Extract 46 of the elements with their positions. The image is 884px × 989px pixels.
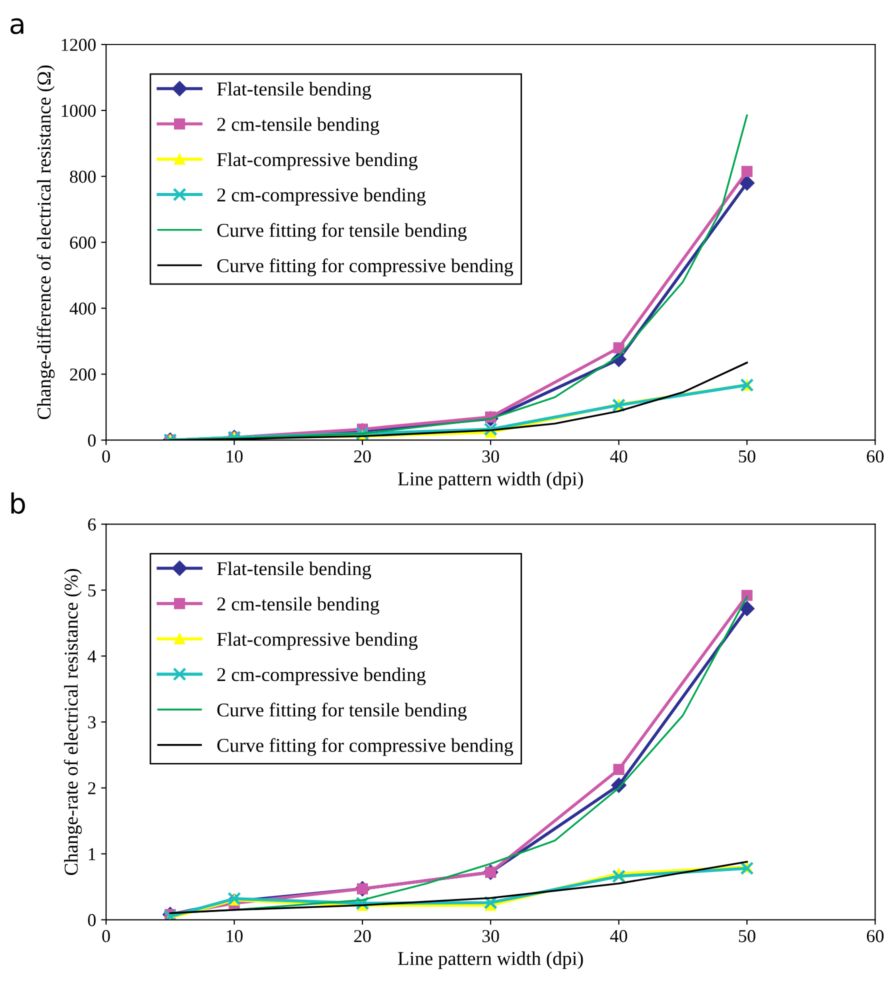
x-tick-label: 30 bbox=[482, 930, 499, 942]
y-tick-label: 800 bbox=[70, 170, 96, 183]
legend-label: 2 cm-compressive bending bbox=[217, 667, 426, 686]
y-tick-label: 0 bbox=[88, 914, 96, 926]
x-tick-label: 0 bbox=[102, 930, 110, 942]
legend-label: Curve fitting for compressive bending bbox=[217, 258, 514, 276]
x-tick-label: 10 bbox=[226, 450, 243, 463]
x-tick-label: 10 bbox=[226, 930, 243, 942]
y-tick-label: 200 bbox=[70, 368, 96, 381]
y-tick-label: 6 bbox=[88, 518, 96, 531]
y-axis-title: Change-rate of electrical resistance (%) bbox=[64, 568, 82, 876]
x-tick-label: 40 bbox=[610, 450, 628, 463]
legend-label: Flat-tensile bending bbox=[217, 562, 372, 580]
legend-label: 2 cm-tensile bending bbox=[217, 596, 380, 615]
x-tick-label: 20 bbox=[354, 450, 371, 463]
y-axis-title: Change-difference of electrical resistance (Ω) bbox=[36, 66, 55, 420]
y-tick-label: 400 bbox=[70, 302, 96, 315]
x-tick-label: 30 bbox=[482, 450, 499, 463]
y-tick-label: 2 bbox=[88, 782, 96, 794]
legend-label: Flat-compressive bending bbox=[217, 632, 418, 650]
legend-label: Curve fitting for compressive bending bbox=[217, 738, 514, 756]
legend-label: Flat-tensile bending bbox=[217, 82, 372, 100]
y-tick-label: 1000 bbox=[62, 104, 96, 117]
y-tick-label: 0 bbox=[88, 434, 96, 447]
y-tick-label: 3 bbox=[88, 716, 96, 728]
x-tick-label: 60 bbox=[866, 450, 884, 463]
x-tick-label: 50 bbox=[739, 450, 756, 463]
legend-label: Curve fitting for tensile bending bbox=[217, 223, 467, 241]
chart-title: a bbox=[10, 18, 24, 34]
x-tick-label: 60 bbox=[866, 930, 884, 942]
x-axis-title: Line pattern width (dpi) bbox=[398, 472, 583, 490]
legend-label: 2 cm-compressive bending bbox=[217, 188, 426, 206]
x-tick-label: 0 bbox=[102, 450, 110, 463]
legend-label: 2 cm-tensile bending bbox=[217, 117, 380, 135]
x-axis-title: Line pattern width (dpi) bbox=[398, 951, 583, 970]
y-tick-label: 600 bbox=[70, 236, 96, 249]
legend-label: Curve fitting for tensile bending bbox=[217, 702, 467, 721]
y-tick-label: 4 bbox=[88, 650, 96, 662]
x-tick-label: 50 bbox=[739, 930, 756, 942]
y-tick-label: 1200 bbox=[62, 38, 96, 51]
y-tick-label: 5 bbox=[88, 584, 96, 597]
chart-title: b bbox=[11, 492, 25, 514]
x-tick-label: 20 bbox=[354, 930, 371, 942]
x-tick-label: 40 bbox=[610, 930, 628, 942]
legend-label: Flat-compressive bending bbox=[217, 152, 418, 170]
y-tick-label: 1 bbox=[88, 848, 96, 860]
